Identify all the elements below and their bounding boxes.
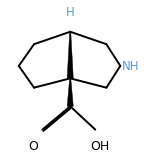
Text: H: H <box>66 6 75 19</box>
Text: O: O <box>28 140 38 153</box>
Text: OH: OH <box>90 140 110 153</box>
Polygon shape <box>67 32 73 78</box>
Text: NH: NH <box>122 60 140 73</box>
Polygon shape <box>67 78 73 106</box>
